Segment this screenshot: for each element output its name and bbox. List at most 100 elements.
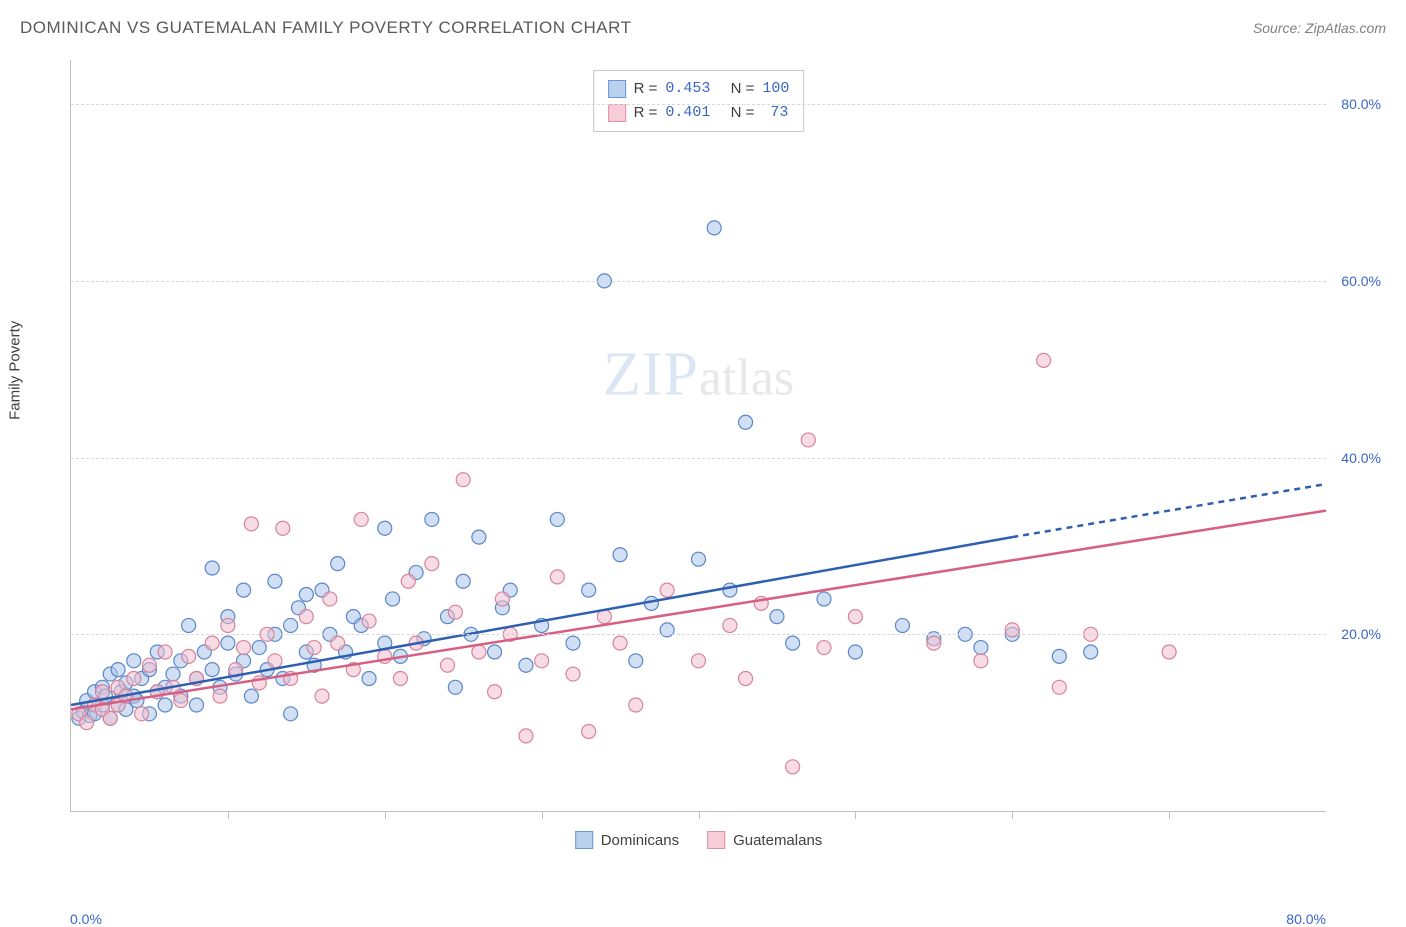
scatter-svg — [71, 60, 1326, 811]
legend-swatch-guatemalans — [707, 831, 725, 849]
scatter-point-dominicans — [331, 557, 345, 571]
scatter-point-guatemalans — [315, 689, 329, 703]
scatter-point-guatemalans — [425, 557, 439, 571]
scatter-point-guatemalans — [331, 636, 345, 650]
scatter-point-guatemalans — [848, 610, 862, 624]
scatter-point-dominicans — [299, 588, 313, 602]
source-prefix: Source: — [1253, 20, 1305, 36]
scatter-point-dominicans — [425, 512, 439, 526]
scatter-point-guatemalans — [535, 654, 549, 668]
scatter-point-dominicans — [244, 689, 258, 703]
scatter-point-guatemalans — [299, 610, 313, 624]
chart-container: Family Poverty ZIPatlas R = 0.453 N = 10… — [20, 50, 1386, 872]
scatter-point-dominicans — [723, 583, 737, 597]
scatter-point-guatemalans — [723, 618, 737, 632]
plot-area: ZIPatlas R = 0.453 N = 100 R = 0.401 N =… — [70, 60, 1326, 812]
scatter-point-guatemalans — [401, 574, 415, 588]
scatter-point-guatemalans — [692, 654, 706, 668]
scatter-point-guatemalans — [276, 521, 290, 535]
scatter-point-guatemalans — [1037, 353, 1051, 367]
scatter-point-dominicans — [582, 583, 596, 597]
scatter-point-guatemalans — [244, 517, 258, 531]
scatter-point-dominicans — [386, 592, 400, 606]
scatter-point-dominicans — [1084, 645, 1098, 659]
scatter-point-dominicans — [362, 671, 376, 685]
y-axis-label: Family Poverty — [7, 321, 24, 420]
scatter-point-guatemalans — [1162, 645, 1176, 659]
x-tick — [542, 811, 543, 819]
scatter-point-dominicans — [190, 698, 204, 712]
chart-title: DOMINICAN VS GUATEMALAN FAMILY POVERTY C… — [20, 18, 631, 38]
trend-line-guatemalans — [71, 511, 1326, 710]
legend-swatch-dominicans — [575, 831, 593, 849]
scatter-point-guatemalans — [393, 671, 407, 685]
scatter-point-guatemalans — [362, 614, 376, 628]
scatter-point-dominicans — [817, 592, 831, 606]
y-tick-label: 20.0% — [1341, 626, 1381, 642]
scatter-point-guatemalans — [237, 641, 251, 655]
scatter-point-dominicans — [707, 221, 721, 235]
scatter-point-guatemalans — [660, 583, 674, 597]
scatter-point-dominicans — [488, 645, 502, 659]
scatter-point-dominicans — [378, 521, 392, 535]
scatter-point-guatemalans — [158, 645, 172, 659]
y-tick-label: 60.0% — [1341, 273, 1381, 289]
scatter-point-guatemalans — [80, 716, 94, 730]
scatter-point-dominicans — [237, 583, 251, 597]
chart-header: DOMINICAN VS GUATEMALAN FAMILY POVERTY C… — [0, 0, 1406, 46]
scatter-point-dominicans — [268, 574, 282, 588]
scatter-point-guatemalans — [213, 689, 227, 703]
x-tick — [1169, 811, 1170, 819]
scatter-point-dominicans — [284, 707, 298, 721]
source-attribution: Source: ZipAtlas.com — [1253, 20, 1386, 36]
scatter-point-dominicans — [205, 663, 219, 677]
scatter-point-guatemalans — [927, 636, 941, 650]
x-axis-max-label: 80.0% — [1286, 911, 1326, 927]
scatter-point-guatemalans — [268, 654, 282, 668]
scatter-point-guatemalans — [103, 711, 117, 725]
scatter-point-dominicans — [770, 610, 784, 624]
legend-label-guatemalans: Guatemalans — [733, 832, 822, 849]
scatter-point-dominicans — [158, 698, 172, 712]
scatter-point-dominicans — [448, 680, 462, 694]
x-tick — [385, 811, 386, 819]
scatter-point-guatemalans — [95, 685, 109, 699]
scatter-point-guatemalans — [550, 570, 564, 584]
scatter-point-dominicans — [613, 548, 627, 562]
scatter-point-guatemalans — [142, 658, 156, 672]
scatter-point-dominicans — [284, 618, 298, 632]
scatter-point-dominicans — [221, 636, 235, 650]
x-tick — [855, 811, 856, 819]
x-axis-min-label: 0.0% — [70, 911, 102, 927]
scatter-point-guatemalans — [566, 667, 580, 681]
scatter-point-dominicans — [848, 645, 862, 659]
scatter-point-dominicans — [895, 618, 909, 632]
scatter-point-guatemalans — [629, 698, 643, 712]
scatter-point-guatemalans — [613, 636, 627, 650]
x-tick — [699, 811, 700, 819]
scatter-point-dominicans — [566, 636, 580, 650]
scatter-point-guatemalans — [448, 605, 462, 619]
scatter-point-guatemalans — [323, 592, 337, 606]
scatter-point-guatemalans — [221, 618, 235, 632]
x-tick — [228, 811, 229, 819]
y-tick-label: 80.0% — [1341, 96, 1381, 112]
scatter-point-dominicans — [739, 415, 753, 429]
scatter-point-dominicans — [127, 654, 141, 668]
scatter-point-guatemalans — [974, 654, 988, 668]
scatter-point-guatemalans — [472, 645, 486, 659]
scatter-point-guatemalans — [488, 685, 502, 699]
scatter-point-guatemalans — [1052, 680, 1066, 694]
gridline — [71, 458, 1326, 459]
scatter-point-guatemalans — [456, 473, 470, 487]
scatter-point-guatemalans — [801, 433, 815, 447]
scatter-point-dominicans — [456, 574, 470, 588]
scatter-point-dominicans — [111, 663, 125, 677]
scatter-point-guatemalans — [739, 671, 753, 685]
legend-item-dominicans: Dominicans — [575, 831, 679, 849]
scatter-point-guatemalans — [786, 760, 800, 774]
scatter-point-guatemalans — [174, 694, 188, 708]
scatter-point-dominicans — [786, 636, 800, 650]
scatter-point-guatemalans — [205, 636, 219, 650]
scatter-point-guatemalans — [441, 658, 455, 672]
